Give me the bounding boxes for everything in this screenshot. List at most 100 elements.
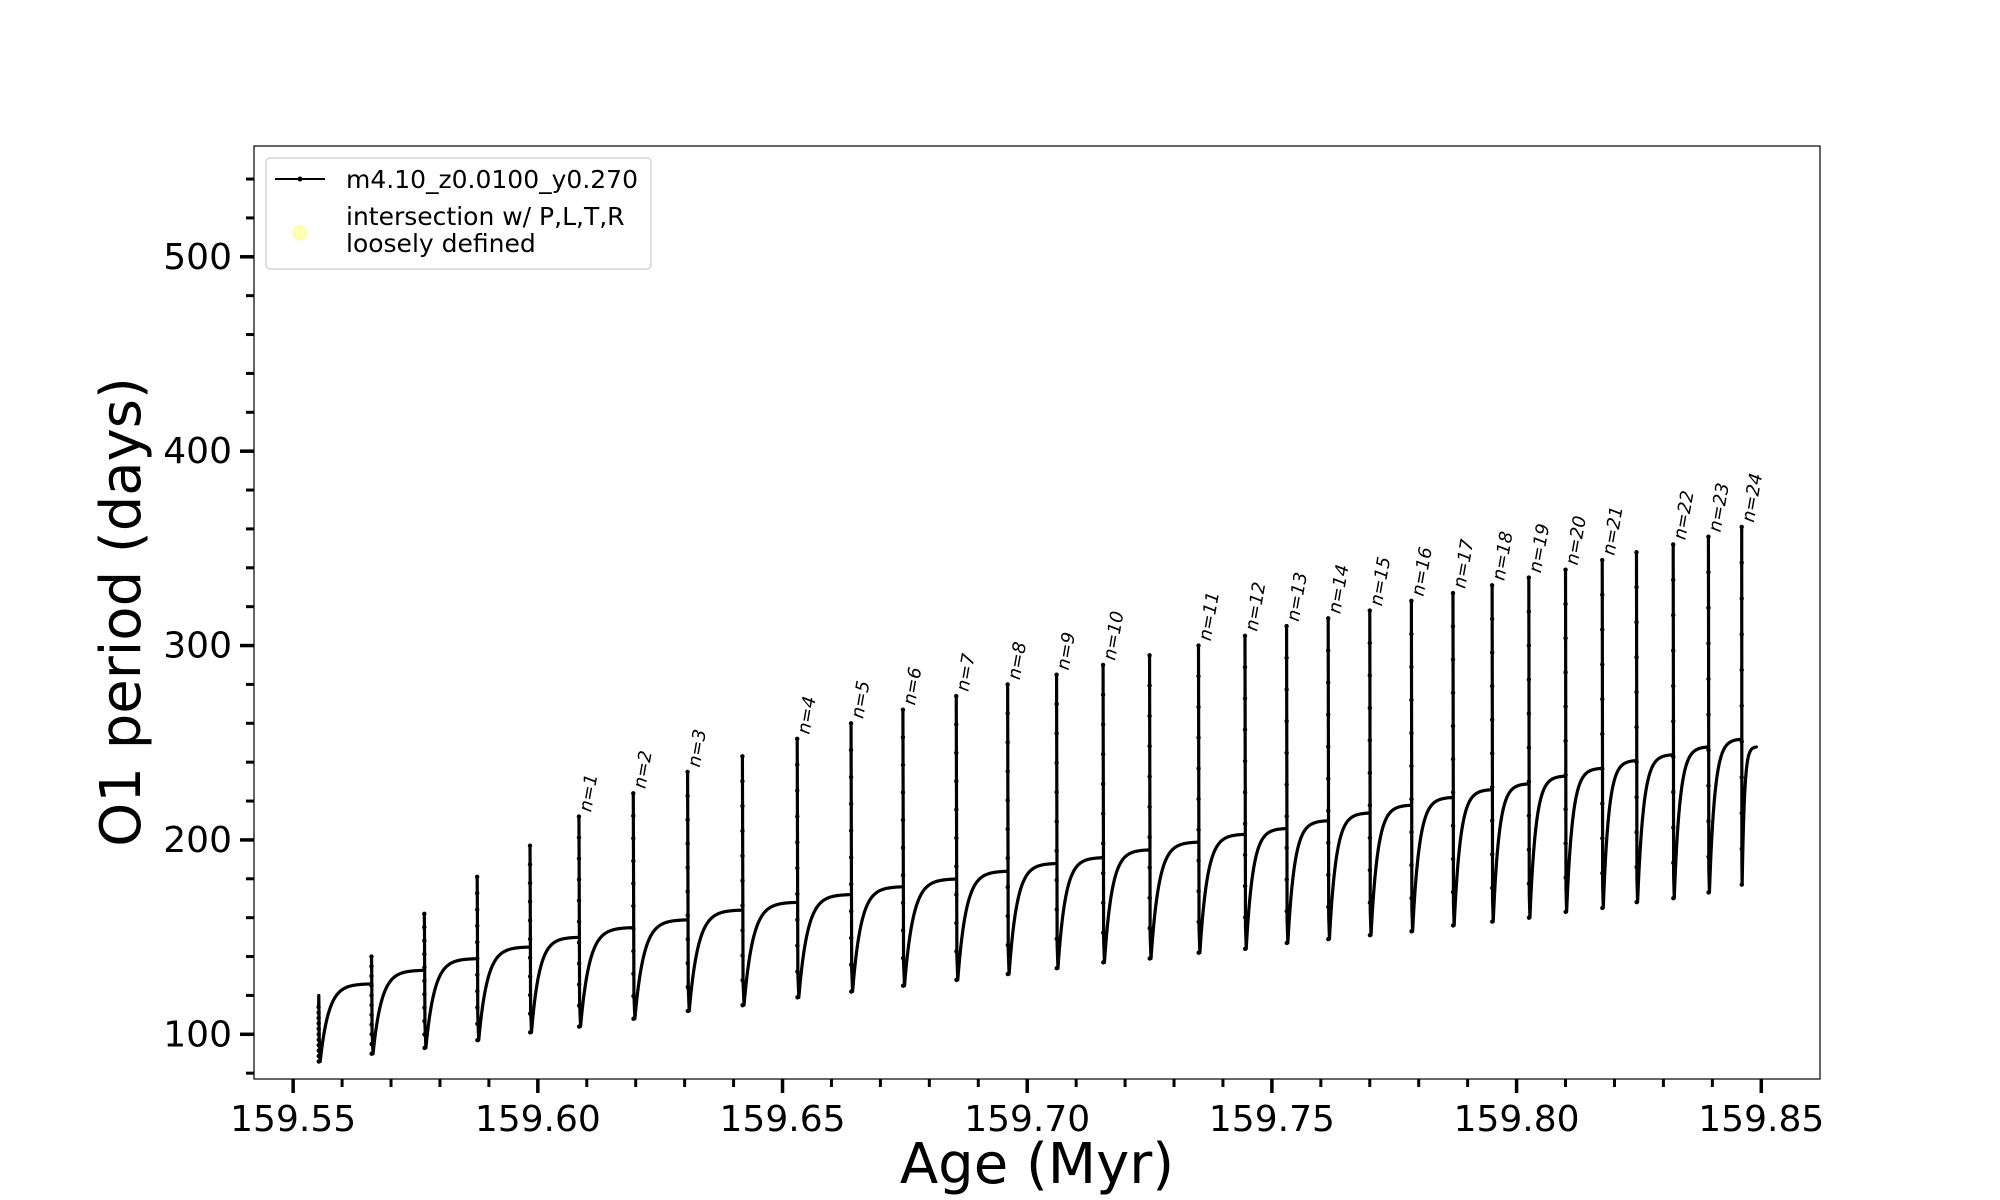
y-tick-label: 300 (163, 626, 232, 667)
data-point (1147, 865, 1152, 870)
data-point (316, 1053, 321, 1059)
data-point (1450, 624, 1456, 629)
data-point (954, 693, 959, 699)
legend-series-marker (297, 176, 303, 182)
data-point (1147, 804, 1152, 810)
data-point (631, 858, 636, 864)
data-point (1242, 696, 1248, 701)
data-point (848, 908, 854, 914)
data-point (740, 754, 745, 759)
data-point (900, 762, 906, 768)
data-point (1100, 870, 1106, 876)
data-point (1634, 689, 1639, 695)
data-point (576, 835, 582, 840)
data-point (1671, 648, 1676, 653)
data-point (1526, 779, 1532, 784)
data-point (1005, 769, 1010, 774)
data-point (685, 1008, 691, 1014)
data-point (900, 817, 906, 823)
cycle-curve (422, 912, 479, 1050)
data-point (1450, 856, 1456, 862)
data-point (1409, 697, 1414, 703)
data-point (1409, 730, 1414, 736)
data-point (1147, 774, 1152, 779)
data-point (1284, 909, 1289, 914)
data-point (475, 923, 480, 929)
data-point (1634, 620, 1639, 625)
data-point (1600, 696, 1605, 702)
data-point (576, 940, 582, 945)
data-point (1671, 577, 1676, 583)
data-point (1526, 711, 1532, 716)
data-point (369, 1012, 374, 1018)
data-point (631, 971, 636, 976)
data-point (1706, 819, 1711, 824)
data-point (685, 889, 690, 894)
data-point (1563, 567, 1568, 572)
cycle-curve (1196, 643, 1247, 955)
data-point (1100, 692, 1106, 697)
cycle-curve (528, 844, 581, 1034)
data-point (848, 855, 854, 860)
data-point (1489, 616, 1495, 622)
data-point (1242, 758, 1248, 764)
data-point (1563, 704, 1568, 709)
data-point (316, 1037, 321, 1042)
data-point (900, 873, 906, 878)
data-point (1101, 930, 1106, 935)
data-point (527, 992, 533, 998)
data-point (422, 938, 427, 943)
data-point (1005, 855, 1010, 861)
data-point (631, 836, 636, 841)
data-point (954, 892, 959, 897)
data-point (527, 918, 533, 923)
data-point (422, 1018, 427, 1024)
data-point (475, 1037, 480, 1043)
data-point (1147, 653, 1152, 658)
data-point (527, 862, 533, 867)
data-point (475, 956, 480, 961)
data-point (1671, 860, 1676, 866)
data-point (1147, 744, 1152, 749)
y-tick-label: 400 (163, 431, 232, 472)
data-point (527, 880, 533, 886)
cycle-curve (1634, 550, 1675, 904)
data-point (631, 993, 636, 999)
data-point (1600, 801, 1605, 806)
data-point (1489, 683, 1495, 689)
data-point (422, 1045, 427, 1051)
data-point (316, 1004, 321, 1010)
cycle-curve (1600, 558, 1639, 910)
cycle-curve (1368, 608, 1413, 937)
data-point (795, 891, 800, 897)
cycle-curve (1671, 542, 1711, 900)
cycle-curve (1451, 591, 1494, 928)
data-point (527, 936, 533, 942)
data-point (1563, 601, 1568, 607)
data-point (369, 1041, 374, 1047)
data-point (1196, 796, 1201, 802)
data-point (1284, 718, 1289, 724)
data-point (316, 1032, 321, 1037)
cycle-curve (317, 982, 374, 1064)
data-point (954, 835, 959, 841)
data-point (528, 1030, 533, 1035)
data-point (954, 807, 959, 812)
data-point (422, 1005, 427, 1010)
data-point (1409, 829, 1414, 835)
data-point (1367, 608, 1372, 613)
data-point (1367, 770, 1373, 776)
x-tick-label: 159.65 (720, 1099, 846, 1140)
data-point (1326, 712, 1331, 717)
data-point (1634, 759, 1639, 765)
cycle-curve (1054, 673, 1105, 970)
data-point (1563, 841, 1568, 846)
data-point (527, 899, 533, 904)
data-point (1670, 542, 1676, 547)
data-point (1100, 722, 1106, 727)
data-point (369, 964, 374, 969)
data-point (1634, 899, 1639, 905)
data-point (527, 955, 533, 960)
data-point (422, 1032, 427, 1037)
data-point (1054, 848, 1059, 854)
